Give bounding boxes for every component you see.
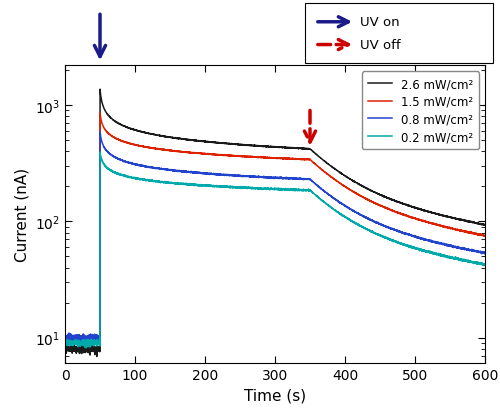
X-axis label: Time (s): Time (s) <box>244 388 306 403</box>
2.6 mW/cm² <box>482 223 488 228</box>
1.5 mW/cm² <box>482 234 488 239</box>
Y-axis label: Current (nA): Current (nA) <box>14 168 30 262</box>
0.2 mW/cm² <box>470 260 476 265</box>
2.6 mW/cm² <box>470 221 476 225</box>
0.2 mW/cm² <box>97 150 103 155</box>
1.5 mW/cm² <box>470 231 476 236</box>
Line: 0.8 mW/cm²: 0.8 mW/cm² <box>65 133 485 342</box>
1.5 mW/cm² <box>448 226 454 231</box>
1.5 mW/cm² <box>62 335 68 340</box>
0.2 mW/cm² <box>482 263 488 268</box>
0.8 mW/cm² <box>238 175 244 180</box>
1.5 mW/cm² <box>238 155 244 160</box>
Line: 2.6 mW/cm²: 2.6 mW/cm² <box>65 90 485 357</box>
0.2 mW/cm² <box>368 229 374 234</box>
1.5 mW/cm² <box>62 343 68 348</box>
0.2 mW/cm² <box>238 187 244 192</box>
1.5 mW/cm² <box>242 155 248 160</box>
2.6 mW/cm² <box>262 145 268 150</box>
0.8 mW/cm² <box>62 338 68 343</box>
Line: 0.2 mW/cm²: 0.2 mW/cm² <box>65 153 485 348</box>
2.6 mW/cm² <box>94 354 100 359</box>
2.6 mW/cm² <box>62 346 68 351</box>
2.6 mW/cm² <box>238 143 244 148</box>
2.6 mW/cm² <box>368 188 374 193</box>
0.8 mW/cm² <box>368 217 374 222</box>
Text: UV on: UV on <box>360 16 400 29</box>
0.8 mW/cm² <box>242 174 248 179</box>
0.2 mW/cm² <box>448 256 454 261</box>
0.2 mW/cm² <box>83 346 89 351</box>
Line: 1.5 mW/cm²: 1.5 mW/cm² <box>65 114 485 345</box>
0.8 mW/cm² <box>62 340 68 345</box>
0.8 mW/cm² <box>482 252 488 257</box>
0.8 mW/cm² <box>262 175 268 180</box>
0.8 mW/cm² <box>97 130 103 135</box>
0.2 mW/cm² <box>242 186 248 191</box>
1.5 mW/cm² <box>368 199 374 204</box>
1.5 mW/cm² <box>262 156 268 161</box>
0.8 mW/cm² <box>448 244 454 249</box>
0.2 mW/cm² <box>62 340 68 345</box>
2.6 mW/cm² <box>448 216 454 221</box>
1.5 mW/cm² <box>97 111 103 116</box>
2.6 mW/cm² <box>242 143 248 148</box>
0.8 mW/cm² <box>470 248 476 253</box>
0.2 mW/cm² <box>262 186 268 191</box>
2.6 mW/cm² <box>97 88 103 93</box>
Legend: 2.6 mW/cm², 1.5 mW/cm², 0.8 mW/cm², 0.2 mW/cm²: 2.6 mW/cm², 1.5 mW/cm², 0.8 mW/cm², 0.2 … <box>362 72 479 150</box>
Text: UV off: UV off <box>360 39 401 52</box>
